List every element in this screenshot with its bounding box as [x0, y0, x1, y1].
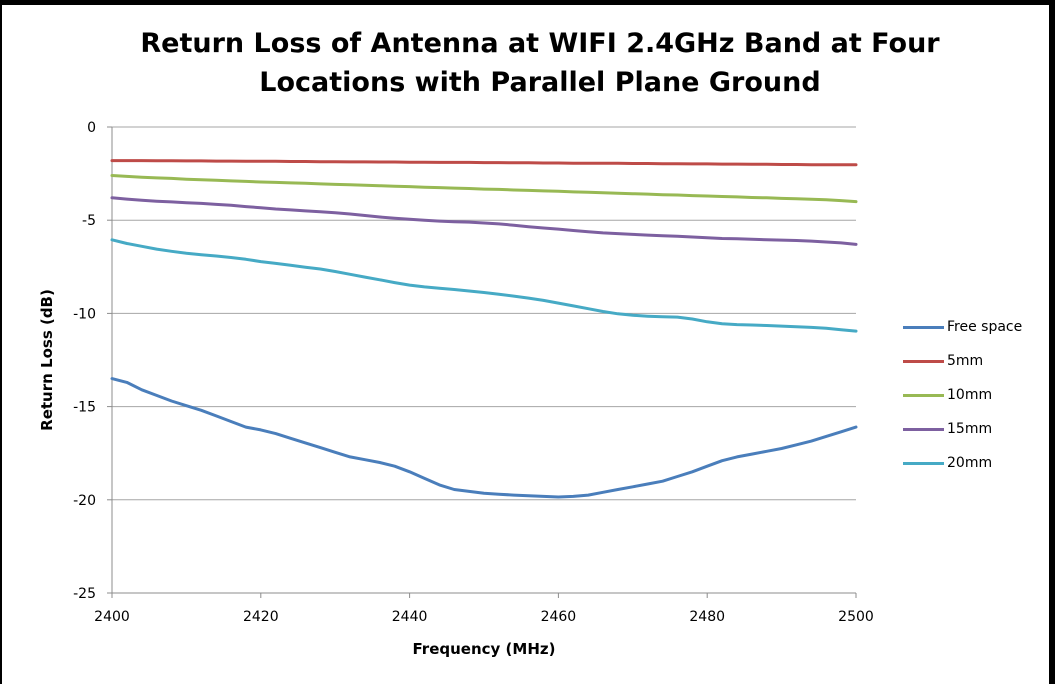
legend-item-free-space: Free space	[903, 317, 1043, 351]
y-tick-label: -25	[73, 586, 96, 602]
x-tick-label: 2400	[94, 609, 130, 625]
series-line-10mm	[110, 174, 858, 204]
y-axis-title: Return Loss (dB)	[38, 289, 56, 431]
y-tick-label: 0	[87, 120, 96, 136]
legend-swatch	[903, 462, 944, 465]
chart-title-line-1: Return Loss of Antenna at WIFI 2.4GHz Ba…	[140, 28, 940, 59]
legend-swatch	[903, 360, 944, 363]
x-tick-label: 2460	[541, 609, 577, 625]
legend-item-10mm: 10mm	[903, 385, 1043, 419]
y-tick-label: -15	[73, 400, 96, 416]
legend-label: Free space	[947, 319, 1023, 335]
series-line-5mm	[110, 159, 858, 167]
chart-title-line-2: Locations with Parallel Plane Ground	[259, 67, 821, 98]
x-tick-label: 2480	[689, 609, 725, 625]
x-tick-label: 2420	[243, 609, 279, 625]
y-tick-label: -20	[73, 493, 96, 509]
series-line-free-space	[110, 377, 858, 499]
legend-swatch	[903, 326, 944, 329]
legend-item-5mm: 5mm	[903, 351, 1043, 385]
chart-legend: Free space 5mm 10mm 15mm 20mm	[903, 317, 1043, 487]
x-axis-title: Frequency (MHz)	[413, 640, 556, 658]
legend-swatch	[903, 394, 944, 397]
series-line-20mm	[110, 238, 858, 333]
series-line-15mm	[110, 196, 858, 246]
legend-label: 5mm	[947, 353, 984, 369]
y-tick-label: -10	[73, 306, 96, 322]
y-tick-label: -5	[82, 213, 96, 229]
legend-item-15mm: 15mm	[903, 419, 1043, 453]
legend-swatch	[903, 428, 944, 431]
legend-label: 15mm	[947, 421, 993, 437]
legend-label: 20mm	[947, 455, 993, 471]
legend-label: 10mm	[947, 387, 993, 403]
x-tick-label: 2440	[392, 609, 428, 625]
x-tick-label: 2500	[838, 609, 874, 625]
legend-item-20mm: 20mm	[903, 453, 1043, 487]
